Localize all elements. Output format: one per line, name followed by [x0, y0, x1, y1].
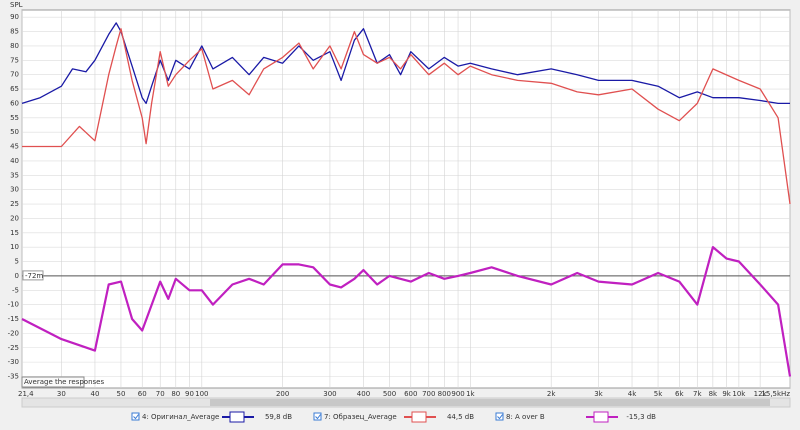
- x-tick-label: 5k: [654, 390, 663, 398]
- x-tick-label: 300: [323, 390, 336, 398]
- y-tick-label: 15: [10, 229, 19, 237]
- x-tick-label: 10k: [732, 390, 746, 398]
- x-tick-label: 70: [156, 390, 165, 398]
- y-tick-label: 80: [10, 42, 19, 50]
- y-tick-label: 5: [15, 258, 19, 266]
- y-tick-label: 50: [10, 128, 19, 136]
- x-tick-label: 900: [451, 390, 464, 398]
- legend-label: 7: Образец_Average: [324, 413, 397, 421]
- x-tick-label: 800: [438, 390, 451, 398]
- y-tick-label: -20: [8, 329, 19, 337]
- y-tick-label: 45: [10, 143, 19, 151]
- y-tick-label: 85: [10, 28, 19, 36]
- x-tick-label: 30: [57, 390, 66, 398]
- legend-label: 4: Оригинал_Average: [142, 413, 219, 421]
- y-tick-label: -30: [8, 358, 19, 366]
- x-tick-label: 500: [383, 390, 396, 398]
- reference-label: -72m: [25, 272, 43, 280]
- x-tick-label: 200: [276, 390, 289, 398]
- y-tick-label: -35: [8, 373, 19, 381]
- y-tick-label: 10: [10, 243, 19, 251]
- x-tick-label: 12k: [754, 390, 768, 398]
- x-tick-label: 100: [195, 390, 208, 398]
- y-tick-label: 70: [10, 71, 19, 79]
- x-tick-label: 7k: [693, 390, 702, 398]
- x-tick-label: 60: [138, 390, 147, 398]
- y-tick-label: 25: [10, 200, 19, 208]
- tooltip: Average the responses: [24, 378, 104, 386]
- y-tick-label: -10: [8, 301, 19, 309]
- x-tick-label: 600: [404, 390, 417, 398]
- legend-check: [133, 414, 139, 420]
- x-tick-label: 90: [185, 390, 194, 398]
- y-tick-label: 35: [10, 171, 19, 179]
- y-tick-label: 20: [10, 214, 19, 222]
- x-tick-label: 50: [117, 390, 126, 398]
- legend-checkbox[interactable]: [313, 412, 322, 421]
- x-tick-label: 80: [171, 390, 180, 398]
- x-tick-label: 1k: [466, 390, 475, 398]
- reference-label-box: [22, 270, 44, 281]
- legend-checkbox[interactable]: [131, 412, 140, 421]
- series-line: [21, 246, 792, 377]
- legend-check: [497, 414, 503, 420]
- y-tick-label: 0: [15, 272, 19, 280]
- legend-readout: -15,3 dB: [626, 413, 656, 421]
- y-tick-label: 60: [10, 99, 19, 107]
- scrollbar-thumb[interactable]: [210, 399, 770, 406]
- y-tick-label: 65: [10, 85, 19, 93]
- x-tick-label: 3k: [594, 390, 603, 398]
- x-tick-label: 400: [357, 390, 370, 398]
- x-tick-label: 700: [422, 390, 435, 398]
- legend-check: [315, 414, 321, 420]
- x-tick-label: 2k: [547, 390, 556, 398]
- y-axis-label: SPL: [10, 1, 23, 9]
- y-tick-label: -5: [12, 286, 19, 294]
- y-tick-label: 55: [10, 114, 19, 122]
- y-tick-label: 75: [10, 56, 19, 64]
- x-tick-label: 9k: [722, 390, 731, 398]
- legend-swatch-box[interactable]: [411, 411, 427, 423]
- legend-checkbox[interactable]: [495, 412, 504, 421]
- x-tick-label: 4k: [628, 390, 637, 398]
- y-tick-label: -15: [8, 315, 19, 323]
- tooltip-box: [21, 376, 85, 388]
- series-line: [22, 28, 791, 205]
- legend-label: 8: A over B: [506, 413, 545, 421]
- x-tick-label: 8k: [709, 390, 718, 398]
- y-tick-label: 90: [10, 13, 19, 21]
- x-tick-label: 15,5kHz: [761, 390, 790, 398]
- x-tick-label: 40: [90, 390, 99, 398]
- y-tick-label: -25: [8, 344, 19, 352]
- y-tick-label: 30: [10, 186, 19, 194]
- legend-swatch-box[interactable]: [593, 411, 609, 423]
- x-tick-label: 21,4: [18, 390, 34, 398]
- x-tick-label: 6k: [675, 390, 684, 398]
- legend: 4: Оригинал_Average 59,8 dB 7: Образец_Ave…: [131, 411, 656, 423]
- y-tick-label: 40: [10, 157, 19, 165]
- plot-area: [21, 9, 791, 389]
- legend-readout: 44,5 dB: [447, 413, 474, 421]
- legend-readout: 59,8 dB: [265, 413, 292, 421]
- legend-swatch-box[interactable]: [229, 411, 245, 423]
